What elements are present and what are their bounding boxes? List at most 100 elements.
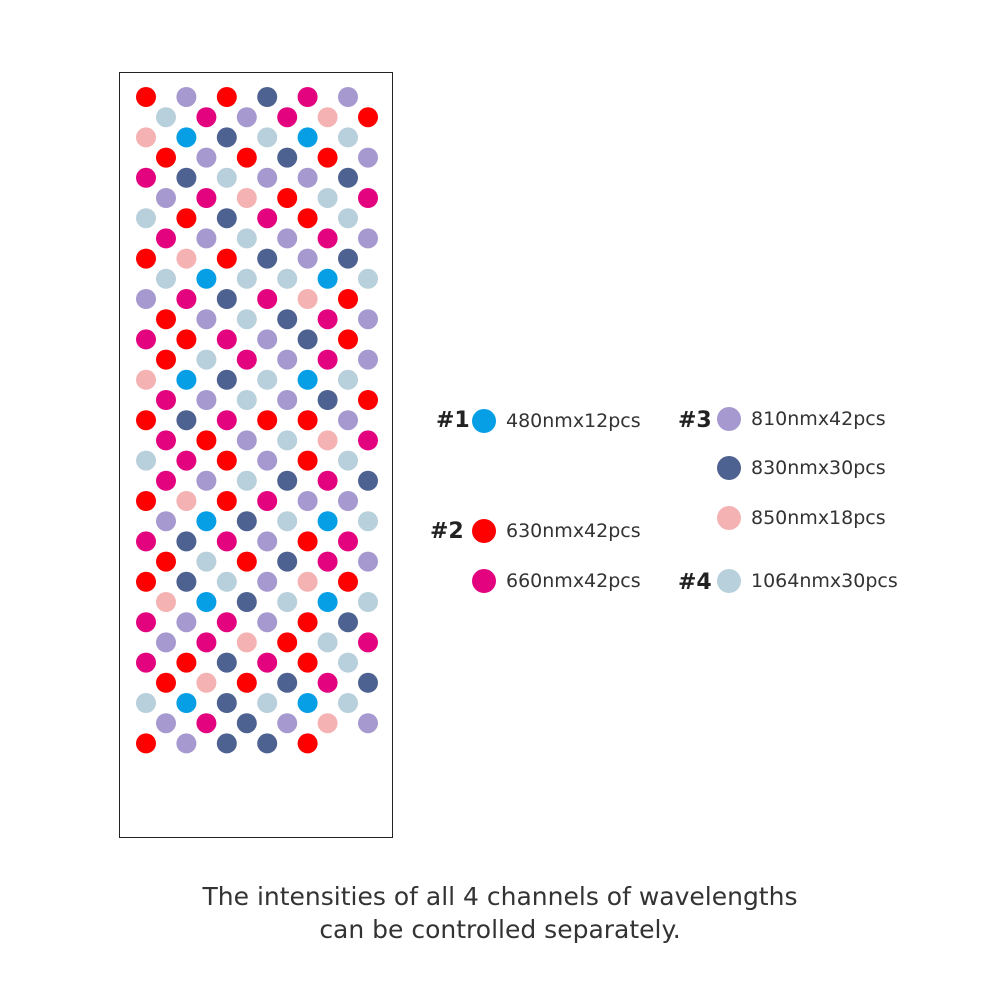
channel-tag-1: #1	[436, 408, 470, 433]
led-dot-630nm	[236, 672, 257, 693]
led-dot-630nm	[176, 329, 197, 350]
led-dot-630nm	[277, 632, 298, 653]
led-dot-830nm	[277, 551, 298, 572]
led-dot-1064nm	[236, 228, 257, 249]
led-dot-630nm	[338, 329, 358, 350]
led-dot-810nm	[257, 612, 278, 633]
led-dot-1064nm	[236, 470, 257, 491]
led-dot-630nm	[236, 551, 257, 572]
led-dot-810nm	[358, 147, 378, 168]
led-dot-630nm	[297, 208, 318, 229]
led-dot-630nm	[156, 309, 176, 330]
channel-tag-3: #3	[678, 408, 712, 433]
led-dot-810nm	[176, 733, 197, 754]
led-dot-660nm	[136, 652, 156, 673]
legend-dot-850nm	[717, 506, 741, 530]
led-dot-660nm	[196, 188, 217, 208]
led-dot-630nm	[176, 652, 197, 673]
led-dot-810nm	[358, 713, 378, 734]
led-dot-810nm	[196, 470, 217, 491]
led-dot-630nm	[297, 652, 318, 673]
led-dot-1064nm	[338, 369, 358, 390]
led-dot-1064nm	[136, 450, 156, 471]
led-dot-850nm	[136, 369, 156, 390]
led-dot-850nm	[317, 107, 338, 128]
led-dot-630nm	[136, 733, 156, 754]
led-dot-630nm	[216, 450, 237, 471]
led-dot-660nm	[196, 632, 217, 653]
led-dot-660nm	[176, 289, 197, 309]
led-dot-1064nm	[317, 188, 338, 208]
led-dot-830nm	[257, 733, 278, 754]
led-dot-1064nm	[136, 208, 156, 229]
led-dot-830nm	[216, 127, 237, 148]
led-dot-660nm	[358, 632, 378, 653]
led-dot-480nm	[176, 693, 197, 713]
led-dot-630nm	[136, 491, 156, 511]
legend-item-480nm: 480nmx12pcs	[472, 408, 641, 434]
led-dot-grid	[136, 87, 378, 754]
legend-label-850nm: 850nmx18pcs	[751, 507, 886, 529]
led-dot-810nm	[297, 491, 318, 511]
led-dot-630nm	[297, 410, 318, 431]
led-dot-830nm	[236, 713, 257, 734]
led-dot-660nm	[257, 208, 278, 229]
led-dot-1064nm	[277, 511, 298, 532]
led-dot-1064nm	[358, 511, 378, 532]
led-dot-630nm	[297, 450, 318, 471]
led-dot-1064nm	[196, 349, 217, 370]
led-dot-810nm	[156, 188, 176, 208]
legend-dot-810nm	[717, 407, 741, 431]
led-dot-480nm	[317, 592, 338, 612]
led-dot-660nm	[358, 188, 378, 208]
led-dot-830nm	[216, 208, 237, 229]
legend-dot-660nm	[472, 569, 496, 593]
led-dot-810nm	[236, 430, 257, 451]
led-dot-480nm	[176, 127, 197, 148]
led-dot-810nm	[358, 309, 378, 330]
legend-label-630nm: 630nmx42pcs	[506, 520, 641, 542]
led-dot-850nm	[176, 491, 197, 511]
caption-line-1: The intensities of all 4 channels of wav…	[202, 882, 798, 911]
led-dot-1064nm	[338, 652, 358, 673]
legend-label-810nm: 810nmx42pcs	[751, 408, 886, 430]
led-dot-830nm	[216, 733, 237, 754]
led-dot-1064nm	[338, 450, 358, 471]
led-dot-830nm	[176, 410, 197, 431]
led-dot-1064nm	[257, 369, 278, 390]
led-dot-830nm	[216, 289, 237, 309]
led-dot-810nm	[257, 450, 278, 471]
led-dot-1064nm	[196, 551, 217, 572]
led-dot-1064nm	[277, 592, 298, 612]
led-dot-830nm	[257, 87, 278, 107]
led-dot-630nm	[176, 208, 197, 229]
legend-item-630nm: 630nmx42pcs	[472, 518, 641, 544]
led-dot-630nm	[277, 188, 298, 208]
led-dot-660nm	[216, 612, 237, 633]
led-dot-1064nm	[257, 127, 278, 148]
led-dot-850nm	[176, 248, 197, 269]
led-dot-1064nm	[216, 571, 237, 592]
legend-label-1064nm: 1064nmx30pcs	[751, 570, 898, 592]
led-dot-830nm	[277, 672, 298, 693]
led-dot-810nm	[277, 713, 298, 734]
led-dot-830nm	[216, 369, 237, 390]
led-dot-830nm	[338, 612, 358, 633]
led-dot-1064nm	[216, 167, 237, 188]
led-dot-850nm	[136, 127, 156, 148]
led-dot-830nm	[176, 167, 197, 188]
led-dot-810nm	[176, 87, 197, 107]
led-dot-810nm	[338, 410, 358, 431]
led-dot-810nm	[358, 349, 378, 370]
led-dot-850nm	[236, 188, 257, 208]
legend-dot-630nm	[472, 519, 496, 543]
led-dot-1064nm	[236, 390, 257, 410]
legend-item-850nm: 850nmx18pcs	[717, 505, 886, 531]
led-dot-830nm	[236, 511, 257, 532]
led-dot-660nm	[156, 430, 176, 451]
channel-tag-2: #2	[430, 519, 464, 544]
led-dot-660nm	[176, 450, 197, 471]
led-dot-1064nm	[277, 268, 298, 289]
led-dot-660nm	[297, 87, 318, 107]
led-dot-630nm	[136, 248, 156, 269]
